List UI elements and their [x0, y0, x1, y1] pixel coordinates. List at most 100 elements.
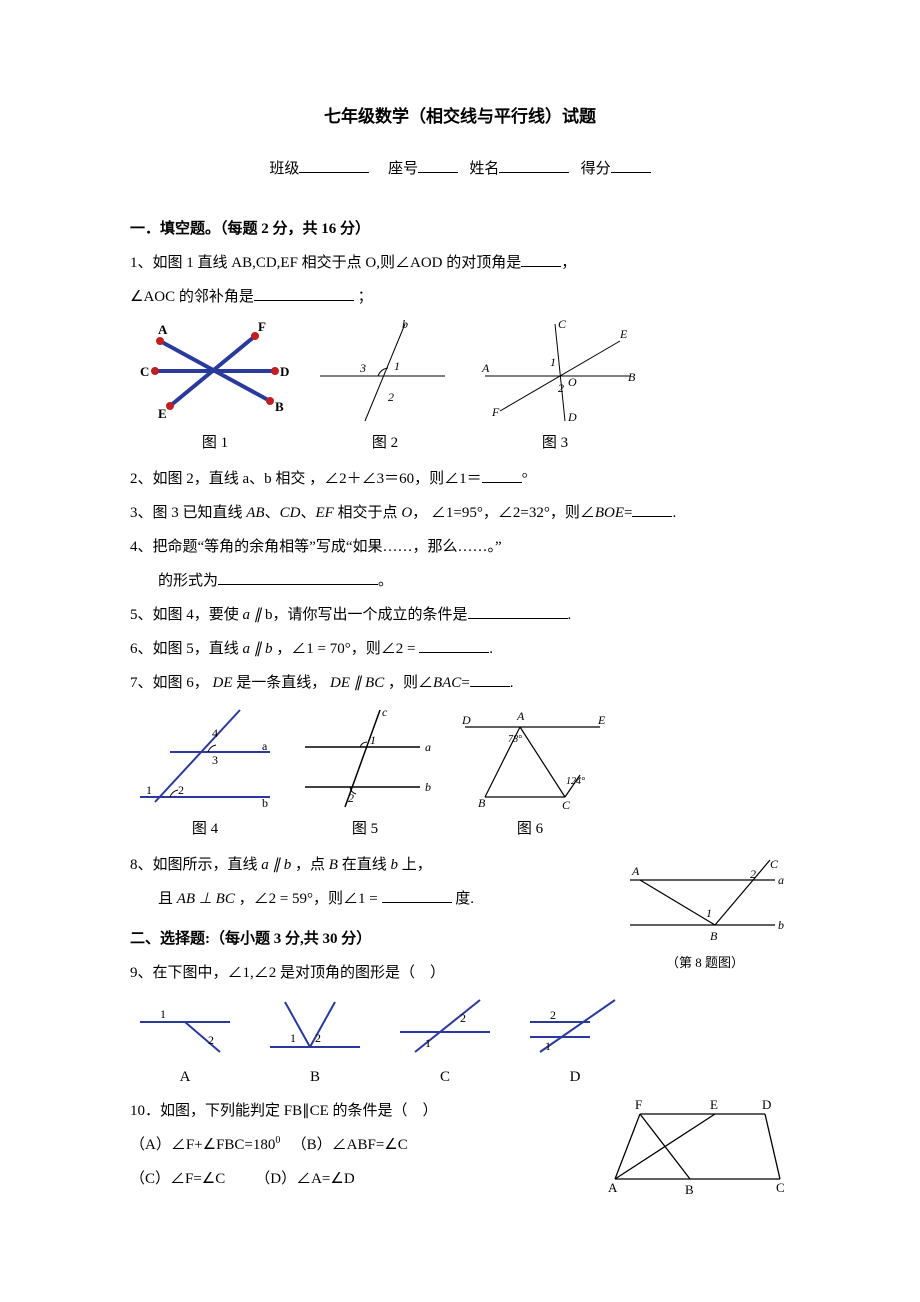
figure-3-svg: A B C D E F O 1 2 — [470, 316, 640, 426]
q3-line: 3、图 3 已知直线 AB、CD、EF 相交于点 O， ∠1=95°，∠2=32… — [130, 498, 790, 528]
figure-3: A B C D E F O 1 2 — [470, 316, 640, 426]
q9-d-svg: 2 1 — [520, 992, 630, 1062]
q9-a-svg: 1 2 — [130, 992, 240, 1062]
q4-line-b: 的形式为。 — [158, 566, 790, 596]
q8a-pre: 8、如图所示，直线 — [130, 857, 258, 873]
q3-blank — [632, 501, 672, 517]
f10-E: E — [710, 1097, 718, 1112]
f4-a: a — [262, 739, 268, 753]
f10-D: D — [762, 1097, 771, 1112]
f6-A: A — [516, 709, 525, 723]
q5-line: 5、如图 4，要使 a ∥ b，请你写出一个成立的条件是. — [130, 600, 790, 630]
f2-3: 3 — [359, 361, 366, 375]
f6-78: 78° — [508, 734, 522, 745]
q1b-text: ∠AOC 的邻补角是 — [130, 289, 254, 305]
q3-boe: BOE — [595, 505, 624, 521]
q2-blank — [482, 467, 522, 483]
q5-pre: 5、如图 4，要使 — [130, 607, 239, 623]
figure-2: b 1 2 3 — [310, 316, 460, 426]
fig4-label: 图 4 — [130, 814, 280, 844]
figure-row-1: A F C D E B b 1 2 3 — [130, 316, 790, 426]
f6-E: E — [597, 713, 606, 727]
q9-options-row: 1 2 A 1 2 B 1 2 C — [130, 992, 790, 1092]
q9-a-label: A — [130, 1062, 240, 1092]
q10-a-deg: 0 — [275, 1135, 280, 1146]
q9-opt-d: 2 1 D — [520, 992, 630, 1092]
figure-4-svg: 1 2 3 4 a b — [130, 702, 280, 812]
q4-line-a: 4、把命题“等角的余角相等”写成“如果……，那么……。” — [130, 532, 790, 562]
q1a-text: 1、如图 1 直线 AB,CD,EF 相交于点 O,则∠AOD 的对顶角是 — [130, 255, 521, 271]
q9-opt-c: 1 2 C — [390, 992, 500, 1092]
f8-2: 2 — [750, 867, 756, 881]
f8-a: a — [778, 873, 784, 887]
figure-row-2: 1 2 3 4 a b a b c 1 2 — [130, 702, 790, 812]
score-label: 得分 — [581, 161, 611, 177]
q5-a: a ∥ — [243, 607, 262, 623]
q3-pre: 3、图 3 已知直线 — [130, 505, 243, 521]
f5-1: 1 — [370, 733, 376, 747]
figure-2-svg: b 1 2 3 — [310, 316, 460, 426]
q10-c: （C）∠F=∠C — [130, 1171, 225, 1187]
q9-opt-a: 1 2 A — [130, 992, 240, 1092]
q6-pre: 6、如图 5，直线 — [130, 641, 239, 657]
q7-line: 7、如图 6， DE 是一条直线， DE ∥ BC ，则∠BAC=. — [130, 668, 790, 698]
q9-c-label: C — [390, 1062, 500, 1092]
figure-8: A C a b B 1 2 （第 8 题图） — [620, 850, 790, 976]
q8b-abbc: AB ⊥ BC — [177, 891, 235, 907]
q3-cd: CD — [280, 505, 301, 521]
q7-debc: DE ∥ BC — [330, 675, 384, 691]
q8b-pre: 且 — [158, 891, 173, 907]
q3-tail: . — [672, 505, 676, 521]
f4-1: 1 — [146, 783, 152, 797]
q7-pre: 7、如图 6， — [130, 675, 209, 691]
q6-mid: ，∠1 = 70°，则∠2 = — [276, 641, 419, 657]
q8a-tail: 上， — [402, 857, 432, 873]
q6-ab: a ∥ b — [243, 641, 273, 657]
f1-D: D — [280, 364, 289, 379]
page-title: 七年级数学（相交线与平行线）试题 — [130, 100, 790, 134]
q9a-1: 1 — [160, 1007, 166, 1021]
f3-F: F — [491, 405, 500, 419]
fig3-label: 图 3 — [470, 428, 640, 458]
q1b-blank — [254, 285, 354, 301]
q7-de: DE — [213, 675, 233, 691]
f8-b: b — [778, 918, 784, 932]
f2-2: 2 — [388, 390, 394, 404]
section-1-heading: 一．填空题。（每题 2 分，共 16 分） — [130, 214, 790, 244]
q8a-B: B — [329, 857, 338, 873]
f1-A: A — [158, 322, 168, 337]
seat-label: 座号 — [388, 161, 418, 177]
f5-b: b — [425, 780, 431, 794]
f6-124: 124° — [566, 776, 585, 787]
q7-bac: BAC — [433, 675, 461, 691]
figure-1-svg: A F C D E B — [130, 316, 300, 426]
figure-10-svg: F E D A B C — [600, 1094, 790, 1204]
f4-b: b — [262, 796, 268, 810]
q2-line: 2、如图 2，直线 a、b 相交 ，∠2＋∠3＝60，则∠1＝° — [130, 464, 790, 494]
f1-B: B — [275, 399, 284, 414]
q7-blank — [470, 671, 510, 687]
f5-c: c — [382, 705, 388, 719]
q1b-tail: ； — [358, 289, 373, 305]
f10-A: A — [608, 1180, 618, 1195]
q9-c-svg: 1 2 — [390, 992, 500, 1062]
q5-blank — [468, 603, 568, 619]
f4-4: 4 — [212, 726, 218, 740]
q8b-blank — [382, 887, 452, 903]
name-label: 姓名 — [469, 161, 499, 177]
f8-B: B — [710, 929, 718, 943]
q9d-1: 1 — [545, 1039, 551, 1053]
q4b-tail: 。 — [378, 573, 393, 589]
f6-C: C — [562, 798, 571, 812]
q1a-blank — [521, 251, 561, 267]
q8b-mid: ，∠2 = 59°，则∠1 = — [239, 891, 382, 907]
figure-1: A F C D E B — [130, 316, 300, 426]
figure-labels-row-2: 图 4 图 5 图 6 — [130, 814, 790, 844]
q9c-1: 1 — [425, 1036, 431, 1050]
fig2-label: 图 2 — [310, 428, 460, 458]
q9-d-label: D — [520, 1062, 630, 1092]
fig5-label: 图 5 — [290, 814, 440, 844]
figure-labels-row-1: 图 1 图 2 图 3 — [130, 428, 790, 458]
f4-2: 2 — [178, 783, 184, 797]
q8a-mid: ，点 — [295, 857, 325, 873]
